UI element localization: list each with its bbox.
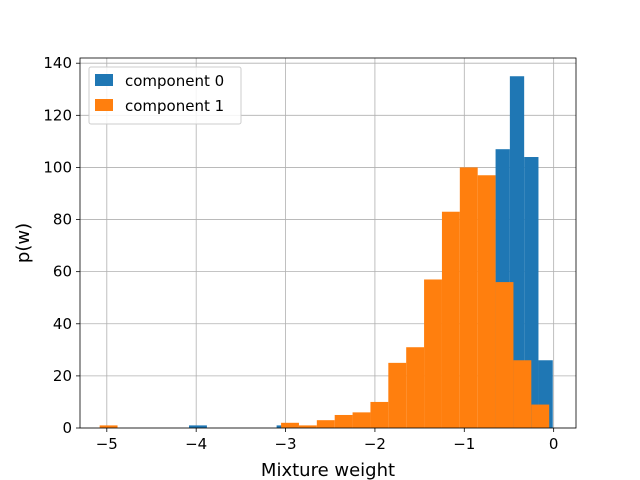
y-tick-label: 60	[53, 263, 72, 281]
bar-series-1	[281, 422, 299, 428]
bar-series-0	[189, 425, 207, 428]
legend-label: component 1	[125, 97, 224, 115]
x-tick-label: −2	[364, 435, 386, 453]
y-tick-label: 100	[43, 158, 72, 176]
plot-frame	[79, 57, 577, 429]
bar-series-1	[441, 211, 460, 428]
bar-series-1	[477, 175, 496, 428]
bar-series-1	[316, 420, 335, 428]
bar-series-1	[459, 167, 478, 428]
y-tick-label: 40	[53, 315, 72, 333]
y-axis-label: p(w)	[13, 223, 34, 263]
y-tick-label: 0	[62, 419, 72, 437]
legend-swatch	[95, 99, 113, 111]
x-tick-label: −5	[96, 435, 118, 453]
y-tick-label: 140	[43, 54, 72, 72]
axis-ticks: −5 −4 −3 −2 −1 0 0 20 40 60 80 100 120 140	[43, 54, 558, 453]
bar-series-1	[370, 401, 389, 428]
bar-series-1	[388, 362, 407, 428]
y-tick-label: 120	[43, 106, 72, 124]
x-tick-label: −1	[453, 435, 475, 453]
legend-label: component 0	[125, 72, 224, 90]
bar-series-1	[424, 279, 442, 428]
histogram-bars	[99, 76, 553, 428]
x-tick-label: −3	[274, 435, 296, 453]
x-tick-label: −4	[185, 435, 207, 453]
bar-series-1	[513, 360, 532, 428]
bar-series-1	[531, 404, 550, 428]
x-tick-label: 0	[549, 435, 559, 453]
bar-series-1	[352, 412, 371, 428]
bar-series-1	[298, 425, 317, 428]
legend-swatch	[95, 74, 113, 86]
y-tick-label: 80	[53, 211, 72, 229]
legend: component 0 component 1	[88, 66, 242, 125]
bar-series-1	[334, 414, 353, 428]
bar-series-1	[406, 347, 425, 428]
bar-series-1	[495, 282, 514, 428]
bar-series-1	[99, 425, 118, 428]
x-axis-label: Mixture weight	[261, 460, 395, 480]
y-tick-label: 20	[53, 367, 72, 385]
legend-box	[88, 66, 242, 125]
